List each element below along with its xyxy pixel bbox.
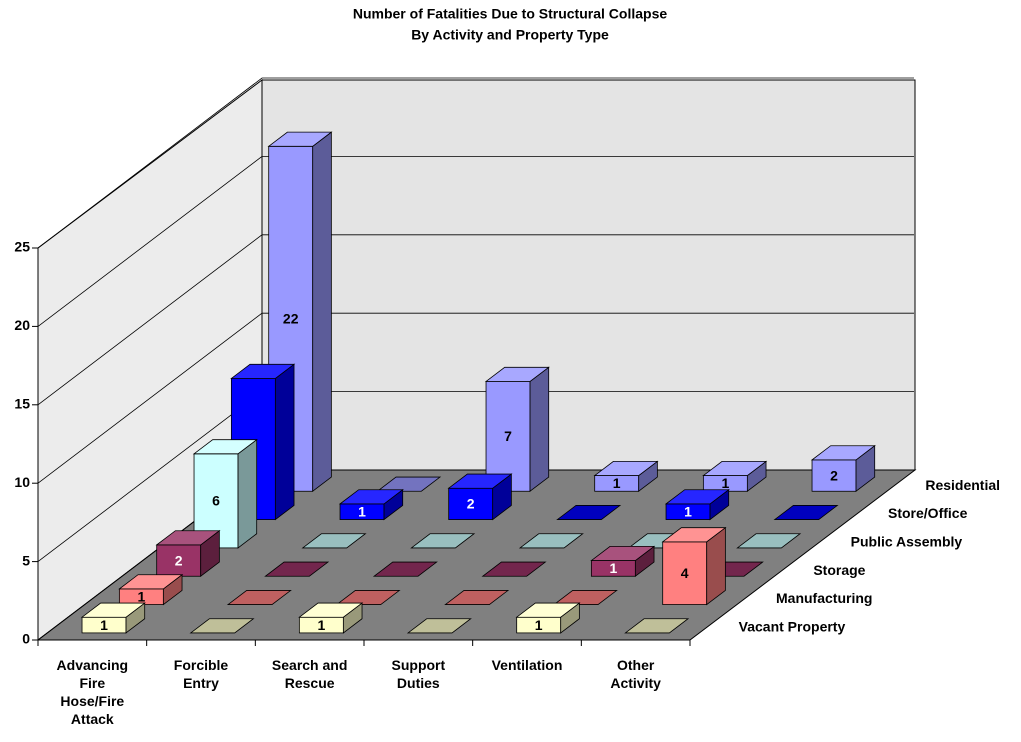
bar-top — [298, 602, 364, 618]
grid-line — [37, 155, 914, 327]
bar-top — [484, 366, 550, 382]
data-label: 1 — [137, 588, 145, 604]
bar-flat — [481, 561, 547, 577]
bar-side — [237, 438, 258, 549]
series-label: Public Assembly — [851, 534, 963, 550]
data-label: 1 — [613, 475, 621, 491]
data-label: 7 — [504, 428, 512, 444]
chart-subtitle: By Activity and Property Type — [411, 27, 609, 43]
y-tick-label: 5 — [22, 552, 30, 568]
data-label: 1 — [317, 617, 325, 633]
bar-flat — [372, 561, 438, 577]
bar-top — [590, 546, 656, 561]
bar-top — [664, 489, 730, 505]
data-label: 1 — [684, 503, 692, 519]
bar-top — [118, 574, 184, 590]
chart-title: Number of Fatalities Due to Structural C… — [353, 6, 667, 22]
data-label: 22 — [283, 310, 299, 326]
x-tick-label: Other Activity — [610, 657, 661, 691]
bar-top — [515, 602, 581, 618]
x-tick-label: Forcible Entry — [173, 657, 229, 691]
data-label: 2 — [175, 552, 183, 568]
series-label: Manufacturing — [776, 590, 872, 606]
bar-top — [80, 602, 146, 618]
grid-line — [37, 77, 914, 249]
bar-top — [447, 473, 513, 489]
data-label: 2 — [467, 496, 475, 512]
bar-side — [529, 366, 550, 493]
y-tick-label: 25 — [14, 239, 30, 255]
data-label: 1 — [358, 503, 366, 519]
data-label: 1 — [721, 475, 729, 491]
bar-flat — [226, 590, 292, 605]
series-label: Residential — [925, 477, 1000, 493]
bar-top — [702, 461, 768, 476]
bar-flat — [773, 505, 839, 520]
bar-flat — [556, 505, 622, 520]
bar-flat — [410, 533, 476, 549]
data-label: 2 — [830, 467, 838, 483]
bar-flat — [189, 618, 255, 634]
series-label: Storage — [813, 562, 865, 578]
bar-flat — [736, 533, 802, 549]
bar-top — [192, 439, 258, 455]
bar-top — [230, 363, 296, 379]
bar-flat — [376, 476, 442, 492]
data-label: 1 — [100, 617, 108, 633]
data-label: 6 — [212, 493, 220, 509]
bar-flat — [335, 590, 401, 605]
bar-side — [274, 363, 295, 521]
back-wall — [261, 79, 916, 471]
bar-top — [593, 461, 659, 476]
bar-flat — [624, 618, 690, 634]
bar-front — [662, 541, 708, 605]
y-tick-label: 20 — [14, 317, 30, 333]
y-tick-label: 15 — [14, 396, 30, 412]
x-tick-label: Advancing Fire Hose/Fire Attack — [56, 657, 129, 727]
y-tick-label: 0 — [22, 631, 30, 647]
bar-flat — [264, 561, 330, 577]
bar-front — [448, 487, 494, 520]
grid-line — [37, 234, 914, 406]
bar-top — [267, 131, 333, 147]
x-tick-label: Search and Rescue — [271, 657, 348, 691]
bar-flat — [552, 590, 618, 605]
bar-flat — [518, 533, 584, 549]
bar-flat — [444, 590, 510, 605]
bar-top — [810, 445, 876, 461]
grid-line — [37, 312, 914, 484]
bar-top — [661, 527, 727, 543]
series-label: Store/Office — [888, 505, 968, 521]
bar-top — [338, 489, 404, 505]
bar-flat — [301, 533, 367, 549]
bar-top — [155, 530, 221, 546]
series-label: Vacant Property — [739, 619, 846, 635]
x-tick-label: Ventilation — [491, 657, 563, 673]
bar-side — [312, 131, 332, 493]
data-label: 1 — [609, 560, 617, 576]
data-label: 4 — [681, 565, 689, 581]
y-tick-label: 10 — [14, 474, 30, 490]
data-label: 1 — [535, 617, 543, 633]
x-tick-label: Support Duties — [391, 657, 446, 691]
bar-flat — [406, 618, 472, 634]
